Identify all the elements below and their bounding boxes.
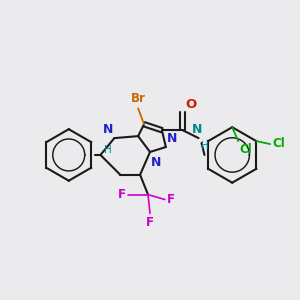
Text: O: O — [186, 98, 197, 111]
Text: F: F — [146, 216, 154, 230]
Text: H: H — [103, 145, 111, 155]
Text: Br: Br — [131, 92, 146, 105]
Text: F: F — [167, 193, 175, 206]
Text: Cl: Cl — [239, 143, 252, 156]
Text: H: H — [201, 141, 208, 151]
Text: N: N — [192, 123, 203, 136]
Text: Cl: Cl — [272, 136, 285, 150]
Text: N: N — [167, 132, 177, 145]
Text: N: N — [103, 123, 113, 136]
Text: F: F — [118, 188, 126, 201]
Text: N: N — [151, 156, 161, 169]
